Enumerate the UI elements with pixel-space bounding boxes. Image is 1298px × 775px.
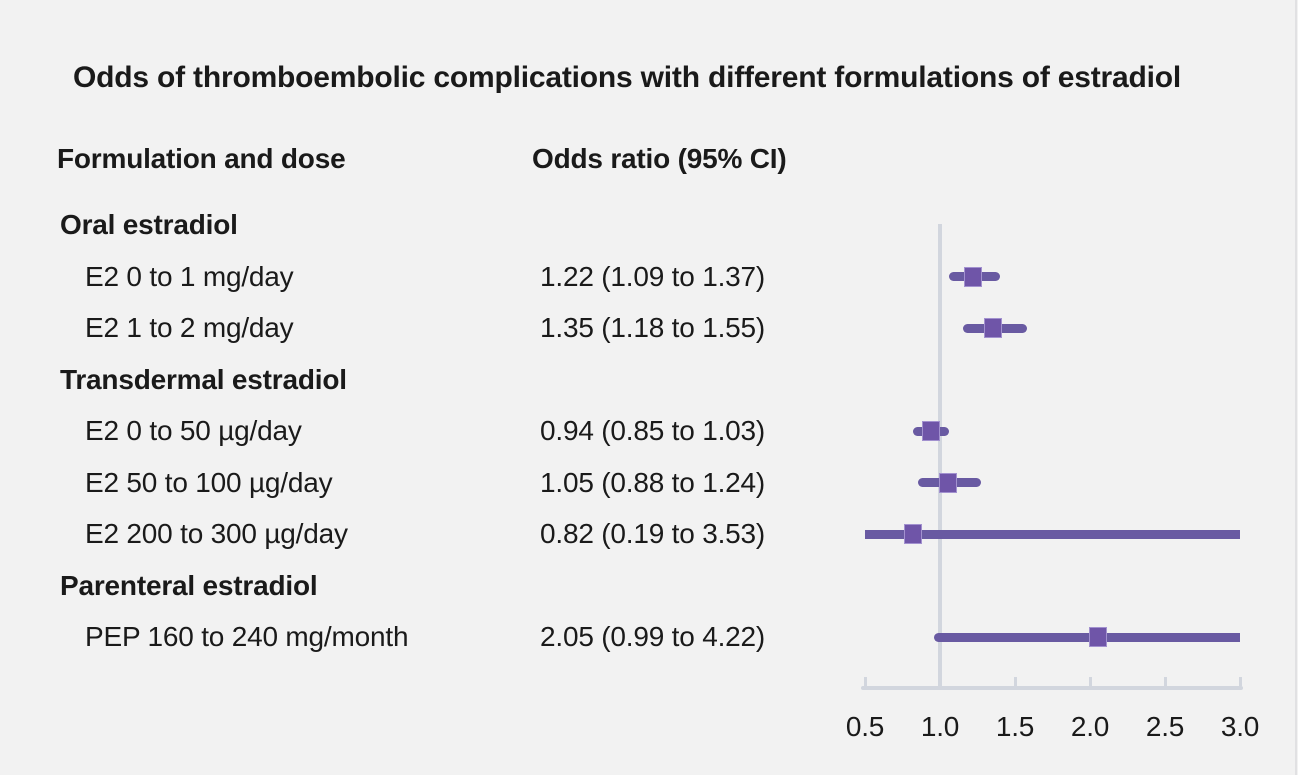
chart-title: Odds of thromboembolic complications wit… xyxy=(73,61,1181,94)
x-axis-tick-label: 0.5 xyxy=(845,711,885,742)
right-edge-line xyxy=(1295,0,1297,775)
reference-line xyxy=(938,224,942,690)
odds-ratio-value: 2.05 (0.99 to 4.22) xyxy=(540,621,766,652)
point-estimate-marker xyxy=(938,472,957,493)
point-estimate-marker xyxy=(983,318,1002,338)
x-axis-tick xyxy=(1163,677,1167,686)
x-axis-tick-label: 1.0 xyxy=(920,711,960,742)
item-row-label: E2 1 to 2 mg/day xyxy=(85,312,294,343)
odds-ratio-value: 1.05 (0.88 to 1.24) xyxy=(540,466,766,498)
item-row-label: E2 50 to 100 µg/day xyxy=(85,466,333,498)
x-axis-tick xyxy=(1238,677,1242,686)
confidence-interval-bar xyxy=(865,529,1240,539)
x-axis-tick xyxy=(938,677,942,686)
column-header-odds-ratio: Odds ratio (95% CI) xyxy=(532,143,787,174)
item-row-label: PEP 160 to 240 mg/month xyxy=(85,621,409,652)
group-row-label: Transdermal estradiol xyxy=(60,363,347,395)
odds-ratio-value: 0.94 (0.85 to 1.03) xyxy=(540,415,766,446)
x-axis-tick-label: 1.5 xyxy=(995,711,1035,742)
point-estimate-marker xyxy=(922,421,940,441)
confidence-interval-bar xyxy=(934,632,1240,642)
x-axis-tick-label: 3.0 xyxy=(1220,711,1260,742)
point-estimate-marker xyxy=(904,524,922,544)
x-axis-tick-label: 2.5 xyxy=(1145,711,1185,742)
x-axis-line xyxy=(861,686,1243,690)
point-estimate-marker xyxy=(964,266,982,287)
odds-ratio-value: 1.35 (1.18 to 1.55) xyxy=(540,312,766,343)
column-header-formulation: Formulation and dose xyxy=(57,143,346,174)
x-axis-tick xyxy=(863,677,867,686)
x-axis-tick xyxy=(1013,677,1017,686)
group-row-label: Parenteral estradiol xyxy=(60,569,318,601)
x-axis-tick xyxy=(1088,677,1092,686)
item-row-label: E2 0 to 50 µg/day xyxy=(85,415,302,446)
item-row-label: E2 0 to 1 mg/day xyxy=(85,260,294,292)
point-estimate-marker xyxy=(1088,627,1107,647)
item-row-label: E2 200 to 300 µg/day xyxy=(85,518,348,549)
odds-ratio-value: 1.22 (1.09 to 1.37) xyxy=(540,260,766,292)
x-axis-tick-label: 2.0 xyxy=(1070,711,1110,742)
odds-ratio-value: 0.82 (0.19 to 3.53) xyxy=(540,518,766,549)
group-row-label: Oral estradiol xyxy=(60,209,238,240)
